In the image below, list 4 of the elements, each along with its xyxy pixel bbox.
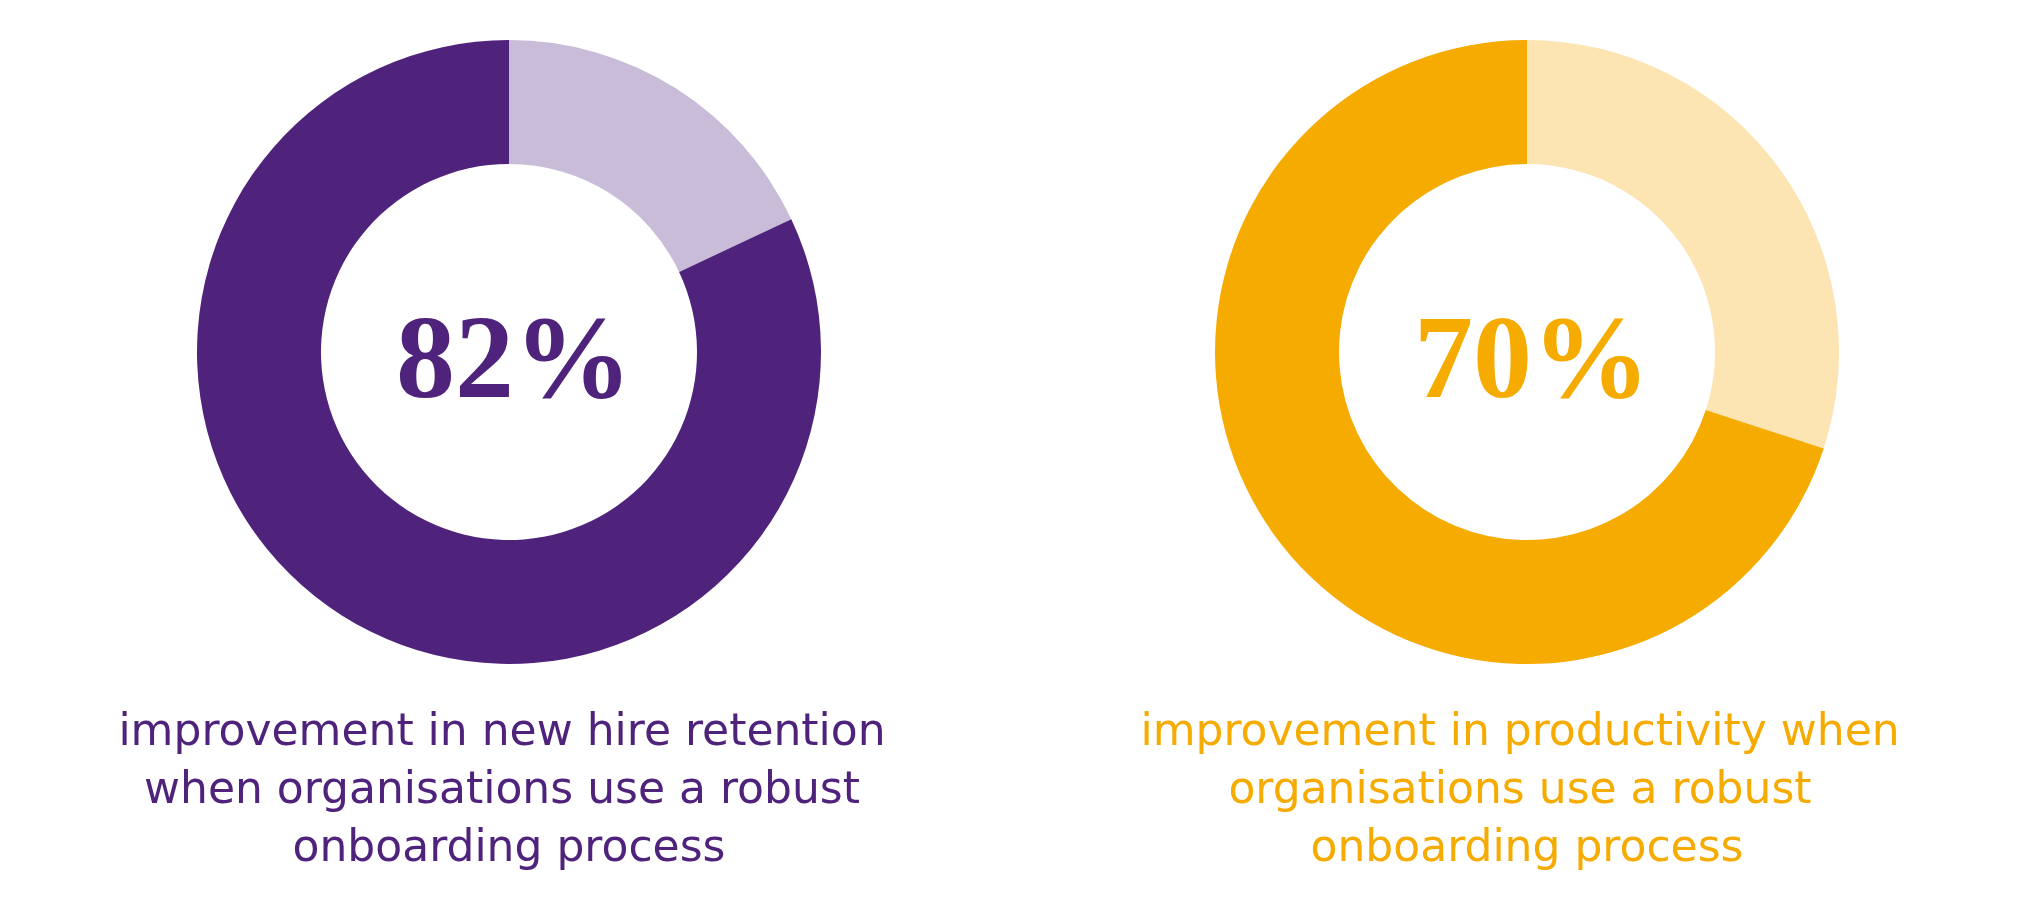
text: 82% (396, 291, 632, 423)
text: improvement in new hire retention when organisations use a robust onboarding process (118, 703, 900, 871)
text: improvement in productivity when organisations use a robust onboarding process (1140, 703, 1914, 871)
text: 70% (1414, 291, 1650, 423)
